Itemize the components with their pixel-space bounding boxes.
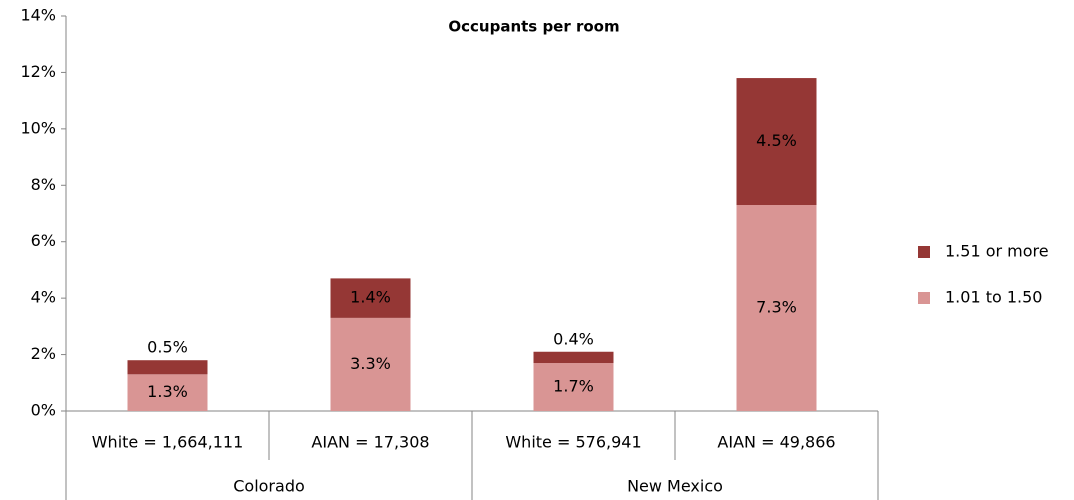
y-tick-label: 8% (31, 175, 56, 194)
x-tick-label: AIAN = 49,866 (717, 433, 835, 452)
data-label: 3.3% (350, 354, 391, 373)
legend-swatch (918, 246, 930, 258)
x-tick-label: White = 576,941 (505, 433, 641, 452)
bar-segment (127, 374, 208, 411)
bar-segment (736, 78, 817, 206)
y-tick-label: 4% (31, 288, 56, 307)
data-label: 1.7% (553, 377, 594, 396)
legend-swatch (918, 292, 930, 304)
y-tick-label: 0% (31, 401, 56, 420)
y-tick-label: 2% (31, 344, 56, 363)
data-label: 0.5% (147, 338, 188, 357)
y-tick-label: 12% (20, 62, 56, 81)
bar-segment (330, 317, 411, 411)
bar-segment (127, 360, 208, 375)
legend-label: 1.01 to 1.50 (945, 288, 1042, 307)
group-label: New Mexico (627, 477, 723, 496)
bar-segment (736, 205, 817, 411)
y-tick-label: 14% (20, 6, 56, 25)
bar-segment (533, 363, 614, 411)
data-label: 4.5% (756, 131, 797, 150)
data-label: 1.3% (147, 382, 188, 401)
chart-title: Occupants per room (448, 18, 619, 36)
y-tick-label: 6% (31, 231, 56, 250)
data-label: 1.4% (350, 288, 391, 307)
group-label: Colorado (233, 477, 305, 496)
x-tick-label: White = 1,664,111 (92, 433, 244, 452)
y-tick-label: 10% (20, 118, 56, 137)
data-label: 7.3% (756, 298, 797, 317)
x-tick-label: AIAN = 17,308 (311, 433, 429, 452)
legend-label: 1.51 or more (945, 242, 1049, 261)
bar-segment (533, 351, 614, 364)
bar-segment (330, 278, 411, 318)
data-label: 0.4% (553, 329, 594, 348)
